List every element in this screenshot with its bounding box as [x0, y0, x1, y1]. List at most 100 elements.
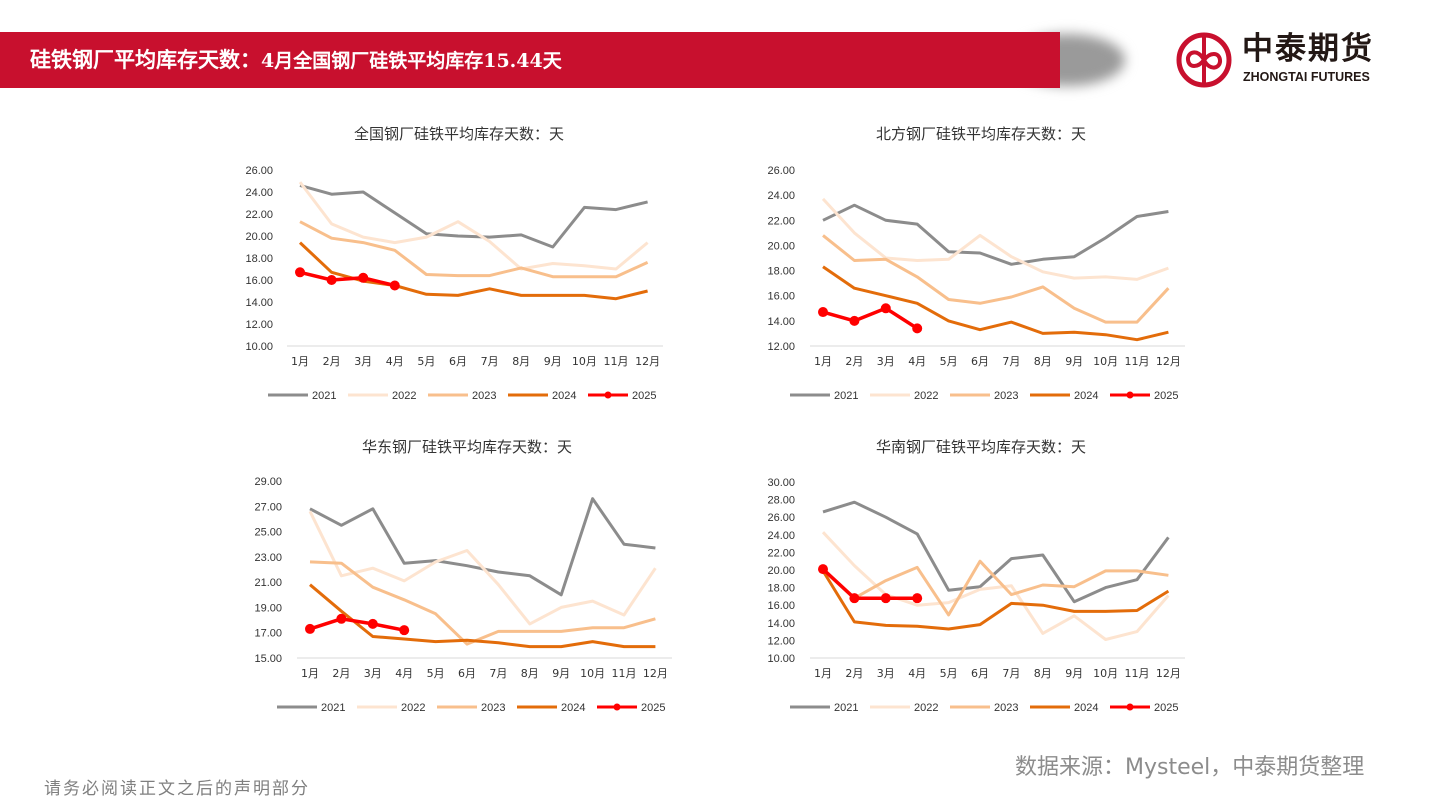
data-point-2025	[326, 275, 337, 285]
series-line-2021	[299, 183, 648, 249]
y-tick-label: 30.00	[767, 477, 795, 489]
page-title-main: 硅铁钢厂平均库存天数：	[30, 48, 261, 72]
x-tick-label: 8月	[1034, 355, 1052, 368]
x-tick-label: 5月	[940, 667, 958, 680]
y-tick-label: 17.00	[254, 628, 282, 640]
x-tick-label: 9月	[544, 355, 562, 368]
series-line-2025	[309, 617, 405, 632]
chart-title: 华东钢厂硅铁平均库存天数：天	[362, 438, 572, 456]
series-line-2024	[822, 265, 1169, 342]
chart-title: 华南钢厂硅铁平均库存天数：天	[876, 438, 1086, 456]
logo-text-en: ZHONGTAI FUTURES	[1243, 70, 1370, 84]
data-point-2025	[818, 564, 828, 575]
y-tick-label: 14.00	[245, 297, 273, 309]
legend-label-2023: 2023	[472, 390, 496, 402]
x-tick-label: 4月	[908, 667, 926, 680]
chart-title: 全国钢厂硅铁平均库存天数：天	[354, 125, 564, 143]
disclaimer: 请务必阅读正文之后的声明部分	[44, 779, 310, 799]
legend-label-2022: 2022	[914, 390, 938, 402]
y-tick-label: 12.00	[245, 319, 273, 331]
legend-label-2025: 2025	[632, 390, 656, 402]
x-tick-label: 1月	[814, 355, 832, 368]
series-line-2023	[821, 559, 1169, 617]
legend-label-2025: 2025	[1154, 702, 1178, 714]
y-tick-label: 20.00	[767, 565, 795, 577]
series-line-2025	[821, 567, 918, 600]
y-tick-label: 12.00	[767, 635, 795, 647]
x-tick-label: 11月	[1125, 667, 1150, 680]
y-tick-label: 18.00	[767, 583, 795, 595]
y-tick-label: 26.00	[767, 165, 795, 177]
data-source: 数据来源：Mysteel，中泰期货整理	[1015, 755, 1365, 780]
x-tick-label: 6月	[458, 667, 476, 680]
data-point-2025	[880, 593, 891, 604]
legend-label-2025: 2025	[641, 702, 665, 714]
x-tick-label: 10月	[1093, 355, 1118, 368]
y-tick-label: 12.00	[767, 341, 795, 353]
legend-label-2024: 2024	[1074, 702, 1098, 714]
y-tick-label: 19.00	[254, 602, 282, 614]
data-point-2025	[336, 613, 347, 624]
series-line-2025	[299, 270, 396, 288]
y-tick-label: 10.00	[767, 653, 795, 665]
data-point-2025	[399, 625, 410, 636]
x-tick-label: 6月	[971, 355, 989, 368]
y-tick-label: 24.00	[245, 187, 273, 199]
y-tick-label: 15.00	[254, 653, 282, 665]
x-tick-label: 9月	[1065, 355, 1083, 368]
x-tick-label: 10月	[1093, 667, 1118, 680]
y-tick-label: 24.00	[767, 190, 795, 202]
data-point-2025	[818, 307, 828, 318]
x-tick-label: 12月	[643, 667, 668, 680]
x-tick-label: 4月	[395, 667, 413, 680]
series-line-2023	[299, 220, 649, 279]
x-tick-label: 5月	[417, 355, 435, 368]
x-tick-label: 6月	[449, 355, 467, 368]
y-tick-label: 22.00	[767, 547, 795, 559]
data-point-2025	[849, 593, 860, 604]
chart-title: 北方钢厂硅铁平均库存天数：天	[876, 125, 1086, 143]
y-tick-label: 16.00	[245, 275, 273, 287]
legend-label-2021: 2021	[834, 390, 858, 402]
data-point-2025	[367, 618, 378, 629]
y-tick-label: 27.00	[254, 501, 282, 513]
x-tick-label: 2月	[845, 355, 863, 368]
y-tick-label: 14.00	[767, 316, 795, 328]
legend-label-2021: 2021	[321, 702, 345, 714]
data-point-2025	[358, 272, 369, 283]
series-line-2023	[822, 234, 1170, 324]
series-line-2024	[309, 583, 656, 649]
x-tick-label: 1月	[301, 667, 319, 680]
legend-label-2023: 2023	[994, 702, 1018, 714]
x-tick-label: 11月	[604, 355, 629, 368]
x-tick-label: 4月	[908, 355, 926, 368]
series-line-2022	[821, 197, 1169, 281]
x-tick-label: 2月	[332, 667, 350, 680]
series-line-2021	[822, 500, 1170, 604]
series-line-2024	[821, 570, 1170, 631]
page-title-sub: 4月全国钢厂硅铁平均库存15.44天	[261, 50, 562, 72]
series-line-2024	[298, 241, 648, 301]
y-tick-label: 24.00	[767, 530, 795, 542]
y-tick-label: 28.00	[767, 495, 795, 507]
y-tick-label: 25.00	[254, 527, 282, 539]
y-tick-label: 16.00	[767, 600, 795, 612]
legend-label-2025: 2025	[1154, 390, 1178, 402]
x-tick-label: 12月	[1156, 667, 1181, 680]
legend-label-2022: 2022	[914, 702, 938, 714]
legend-label-2021: 2021	[834, 702, 858, 714]
data-point-2025	[849, 315, 860, 326]
x-tick-label: 3月	[877, 667, 895, 680]
x-tick-label: 7月	[489, 667, 507, 680]
x-tick-label: 1月	[291, 355, 309, 368]
x-tick-label: 11月	[612, 667, 637, 680]
data-point-2025	[912, 323, 923, 334]
legend-marker-2025	[604, 391, 612, 399]
y-tick-label: 16.00	[767, 291, 795, 303]
x-tick-label: 8月	[521, 667, 539, 680]
series-line-2022	[821, 531, 1170, 641]
x-tick-label: 12月	[1156, 355, 1181, 368]
x-tick-label: 3月	[877, 355, 895, 368]
y-tick-label: 26.00	[245, 165, 273, 177]
legend-label-2023: 2023	[994, 390, 1018, 402]
